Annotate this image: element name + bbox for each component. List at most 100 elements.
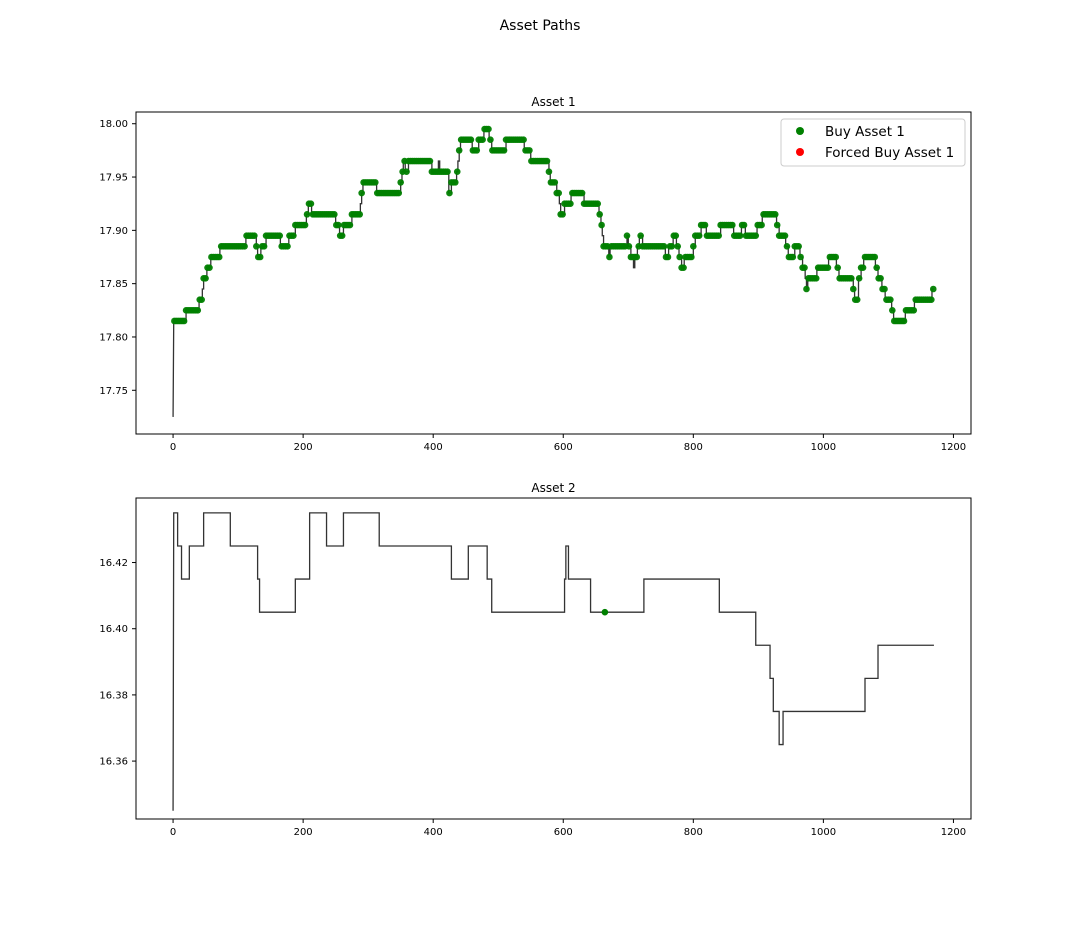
asset-2-plot-frame	[135, 497, 972, 820]
buy-marker	[674, 243, 682, 250]
buy-marker	[887, 296, 894, 303]
y-tick-label: 16.36	[99, 757, 128, 768]
buy-marker	[596, 211, 603, 218]
buy-marker	[695, 232, 703, 239]
buy-marker	[848, 275, 855, 282]
buy-marker	[206, 264, 213, 271]
buy-marker	[395, 189, 403, 197]
legend-label-forced-buy: Forced Buy Asset 1	[825, 145, 954, 161]
buy-marker	[545, 168, 553, 176]
asset-1-axes: Asset 1 0 200 400 600 800 1000 1200 17.75 17.80 1…	[99, 95, 972, 453]
buy-marker	[715, 232, 722, 239]
price-line	[172, 512, 934, 811]
buy-marker	[633, 253, 641, 261]
buy-marker	[594, 200, 602, 207]
y-tick-label: 17.85	[99, 279, 128, 290]
buy-marker	[551, 179, 559, 186]
buy-marker	[832, 253, 840, 261]
buy-marker	[202, 275, 209, 282]
x-tick-label: 400	[424, 442, 443, 453]
x-tick-label: 0	[170, 442, 176, 453]
buy-marker	[672, 232, 680, 239]
buy-marker	[900, 317, 908, 325]
buy-marker	[372, 179, 379, 186]
buy-marker	[736, 232, 744, 239]
buy-marker	[331, 211, 338, 218]
buy-marker	[256, 253, 264, 261]
x-tick-label: 1200	[941, 442, 966, 453]
price-line	[172, 128, 934, 417]
buy-marker	[251, 232, 258, 239]
buy-marker	[824, 264, 832, 271]
x-tick-label: 400	[424, 827, 443, 838]
asset-1-legend: Buy Asset 1 Forced Buy Asset 1	[780, 118, 966, 167]
asset-1-plot-frame	[135, 111, 972, 435]
y-tick-label: 17.80	[99, 332, 128, 343]
buy-marker	[701, 221, 709, 229]
asset-2-series-layer	[172, 512, 934, 811]
buy-marker	[637, 232, 644, 239]
buy-marker	[260, 243, 268, 250]
y-tick-label: 18.00	[99, 119, 128, 130]
buy-marker	[452, 179, 459, 186]
buy-marker	[500, 147, 508, 154]
buy-marker	[871, 253, 879, 261]
buy-marker	[358, 189, 365, 197]
buy-marker	[453, 168, 461, 176]
buy-marker	[444, 168, 451, 176]
buy-marker	[881, 285, 888, 293]
buy-marker	[859, 264, 867, 271]
buy-marker	[520, 136, 527, 144]
buy-marker	[303, 211, 311, 218]
x-tick-label: 0	[170, 827, 176, 838]
buy-marker	[877, 275, 884, 282]
buy-marker	[290, 232, 297, 239]
buy-marker	[487, 136, 494, 144]
asset-2-axes: Asset 2 0 200 400 600 800 1000 1200 16.36 16.38 1…	[99, 481, 972, 838]
buy-marker	[853, 296, 861, 303]
y-tick-label: 17.95	[99, 173, 128, 184]
buy-marker	[803, 285, 810, 293]
buy-marker	[781, 232, 789, 239]
buy-marker	[668, 243, 676, 250]
figure-suptitle: Asset Paths	[500, 18, 581, 34]
buy-marker	[801, 264, 808, 271]
buy-marker	[664, 253, 672, 261]
buy-marker	[338, 232, 346, 239]
buy-marker	[180, 317, 188, 325]
buy-marker	[676, 253, 683, 261]
buy-marker	[812, 275, 820, 282]
buy-marker	[559, 211, 566, 218]
buy-marker	[773, 221, 781, 229]
buy-marker	[795, 243, 802, 250]
asset-1-ticks: 0 200 400 600 800 1000 1200 17.75 17.80 17.85 17.9…	[99, 119, 966, 453]
buy-marker	[889, 307, 896, 314]
buy-marker	[241, 243, 248, 250]
x-tick-label: 1000	[811, 827, 836, 838]
buy-marker	[783, 243, 791, 250]
y-tick-label: 16.42	[99, 558, 128, 569]
buy-marker	[194, 307, 202, 314]
buy-marker	[660, 243, 668, 250]
x-tick-label: 600	[554, 442, 573, 453]
buy-marker	[873, 264, 880, 271]
buy-marker	[284, 243, 291, 250]
buy-marker	[680, 264, 687, 271]
x-tick-label: 200	[294, 442, 313, 453]
x-tick-label: 1200	[941, 827, 966, 838]
buy-marker	[740, 221, 748, 229]
buy-marker	[455, 147, 463, 154]
x-tick-label: 200	[294, 827, 313, 838]
buy-marker	[276, 232, 284, 239]
buy-marker	[198, 296, 205, 303]
buy-marker	[797, 253, 804, 261]
buy-marker	[929, 285, 937, 293]
buy-marker	[771, 211, 779, 218]
buy-marker	[688, 253, 695, 261]
x-tick-label: 1000	[811, 442, 836, 453]
legend-marker-buy	[796, 127, 804, 135]
buy-marker	[758, 221, 765, 229]
legend-marker-forced-buy	[796, 148, 804, 156]
y-tick-label: 16.38	[99, 690, 128, 701]
buy-marker	[789, 253, 797, 261]
